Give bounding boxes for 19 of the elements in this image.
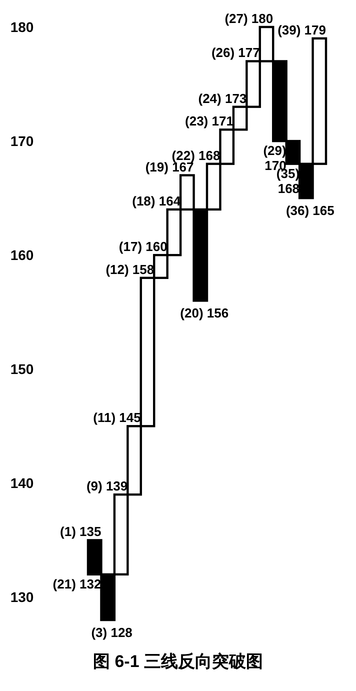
ytick: 160 bbox=[10, 247, 34, 264]
value-label: (3) 128 bbox=[91, 625, 132, 640]
ytick: 170 bbox=[10, 133, 34, 150]
title: 图 6-1 三线反向突破图 bbox=[92, 652, 264, 671]
ytick: 140 bbox=[10, 475, 34, 492]
value-label: (27) 180 bbox=[224, 11, 274, 26]
ytick: 150 bbox=[10, 361, 34, 378]
value-label: (17) 160 bbox=[118, 239, 168, 254]
value-label: (39) 179 bbox=[278, 22, 326, 38]
value-label: (11) 145 bbox=[93, 410, 141, 426]
value-label: (12) 158 bbox=[106, 262, 154, 277]
ytick: 130 bbox=[10, 589, 34, 606]
value-label: (26) 177 bbox=[211, 45, 260, 60]
annotation: (1) 135 bbox=[60, 524, 102, 540]
value-label: (20) 156 bbox=[180, 306, 229, 321]
ytick: 180 bbox=[10, 19, 34, 35]
value-label: (18) 164 bbox=[132, 193, 181, 208]
value-label: (23) 171 bbox=[185, 114, 234, 129]
value-label: (36) 165 bbox=[286, 203, 334, 218]
